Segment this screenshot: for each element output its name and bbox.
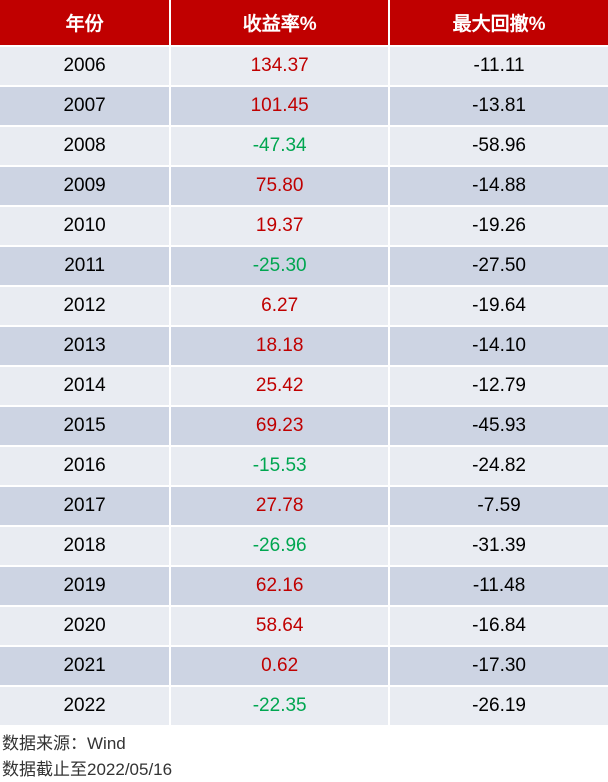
cell-return: -47.34 <box>170 126 389 166</box>
cell-return: 6.27 <box>170 286 389 326</box>
cell-return: 25.42 <box>170 366 389 406</box>
cell-drawdown: -12.79 <box>389 366 608 406</box>
table-header-row: 年份 收益率% 最大回撤% <box>0 0 608 46</box>
footer-cutoff: 数据截止至2022/05/16 <box>2 757 606 782</box>
footer-source: 数据来源：Wind <box>2 731 606 757</box>
table-row: 201962.16-11.48 <box>0 566 608 606</box>
cell-year: 2018 <box>0 526 170 566</box>
cell-drawdown: -31.39 <box>389 526 608 566</box>
returns-table: 年份 收益率% 最大回撤% 2006134.37-11.112007101.45… <box>0 0 608 725</box>
table-row: 201425.42-12.79 <box>0 366 608 406</box>
cell-year: 2007 <box>0 86 170 126</box>
table-row: 200975.80-14.88 <box>0 166 608 206</box>
footer-notes: 数据来源：Wind 数据截止至2022/05/16 <box>0 725 608 782</box>
cell-return: 62.16 <box>170 566 389 606</box>
cell-return: 0.62 <box>170 646 389 686</box>
table-row: 2022-22.35-26.19 <box>0 686 608 725</box>
cell-year: 2009 <box>0 166 170 206</box>
cell-drawdown: -26.19 <box>389 686 608 725</box>
cell-year: 2013 <box>0 326 170 366</box>
cell-drawdown: -27.50 <box>389 246 608 286</box>
cell-drawdown: -14.88 <box>389 166 608 206</box>
cell-return: -22.35 <box>170 686 389 725</box>
cell-return: -25.30 <box>170 246 389 286</box>
cell-drawdown: -14.10 <box>389 326 608 366</box>
cell-drawdown: -19.64 <box>389 286 608 326</box>
cell-return: 27.78 <box>170 486 389 526</box>
cell-return: 101.45 <box>170 86 389 126</box>
cell-year: 2015 <box>0 406 170 446</box>
cell-drawdown: -13.81 <box>389 86 608 126</box>
cell-return: 18.18 <box>170 326 389 366</box>
table-row: 2018-26.96-31.39 <box>0 526 608 566</box>
cell-year: 2021 <box>0 646 170 686</box>
cell-return: 69.23 <box>170 406 389 446</box>
cell-drawdown: -17.30 <box>389 646 608 686</box>
table-row: 202058.64-16.84 <box>0 606 608 646</box>
cell-drawdown: -11.48 <box>389 566 608 606</box>
cell-return: 134.37 <box>170 46 389 86</box>
cell-year: 2006 <box>0 46 170 86</box>
table-row: 2008-47.34-58.96 <box>0 126 608 166</box>
table-body: 2006134.37-11.112007101.45-13.812008-47.… <box>0 46 608 725</box>
table-row: 2016-15.53-24.82 <box>0 446 608 486</box>
cell-drawdown: -19.26 <box>389 206 608 246</box>
cell-return: -26.96 <box>170 526 389 566</box>
cell-drawdown: -11.11 <box>389 46 608 86</box>
cell-drawdown: -58.96 <box>389 126 608 166</box>
cell-year: 2022 <box>0 686 170 725</box>
cell-year: 2008 <box>0 126 170 166</box>
table-row: 2007101.45-13.81 <box>0 86 608 126</box>
cell-drawdown: -24.82 <box>389 446 608 486</box>
header-return: 收益率% <box>170 0 389 46</box>
cell-year: 2011 <box>0 246 170 286</box>
table-row: 2006134.37-11.11 <box>0 46 608 86</box>
header-drawdown: 最大回撤% <box>389 0 608 46</box>
table-row: 20210.62-17.30 <box>0 646 608 686</box>
cell-return: 58.64 <box>170 606 389 646</box>
cell-return: -15.53 <box>170 446 389 486</box>
table-row: 201727.78-7.59 <box>0 486 608 526</box>
header-year: 年份 <box>0 0 170 46</box>
cell-year: 2020 <box>0 606 170 646</box>
cell-year: 2010 <box>0 206 170 246</box>
table-row: 201318.18-14.10 <box>0 326 608 366</box>
table-row: 20126.27-19.64 <box>0 286 608 326</box>
cell-year: 2014 <box>0 366 170 406</box>
cell-drawdown: -7.59 <box>389 486 608 526</box>
cell-return: 75.80 <box>170 166 389 206</box>
table-row: 201019.37-19.26 <box>0 206 608 246</box>
cell-year: 2019 <box>0 566 170 606</box>
cell-drawdown: -45.93 <box>389 406 608 446</box>
cell-drawdown: -16.84 <box>389 606 608 646</box>
cell-year: 2012 <box>0 286 170 326</box>
cell-year: 2016 <box>0 446 170 486</box>
table-row: 201569.23-45.93 <box>0 406 608 446</box>
cell-return: 19.37 <box>170 206 389 246</box>
table-row: 2011-25.30-27.50 <box>0 246 608 286</box>
cell-year: 2017 <box>0 486 170 526</box>
